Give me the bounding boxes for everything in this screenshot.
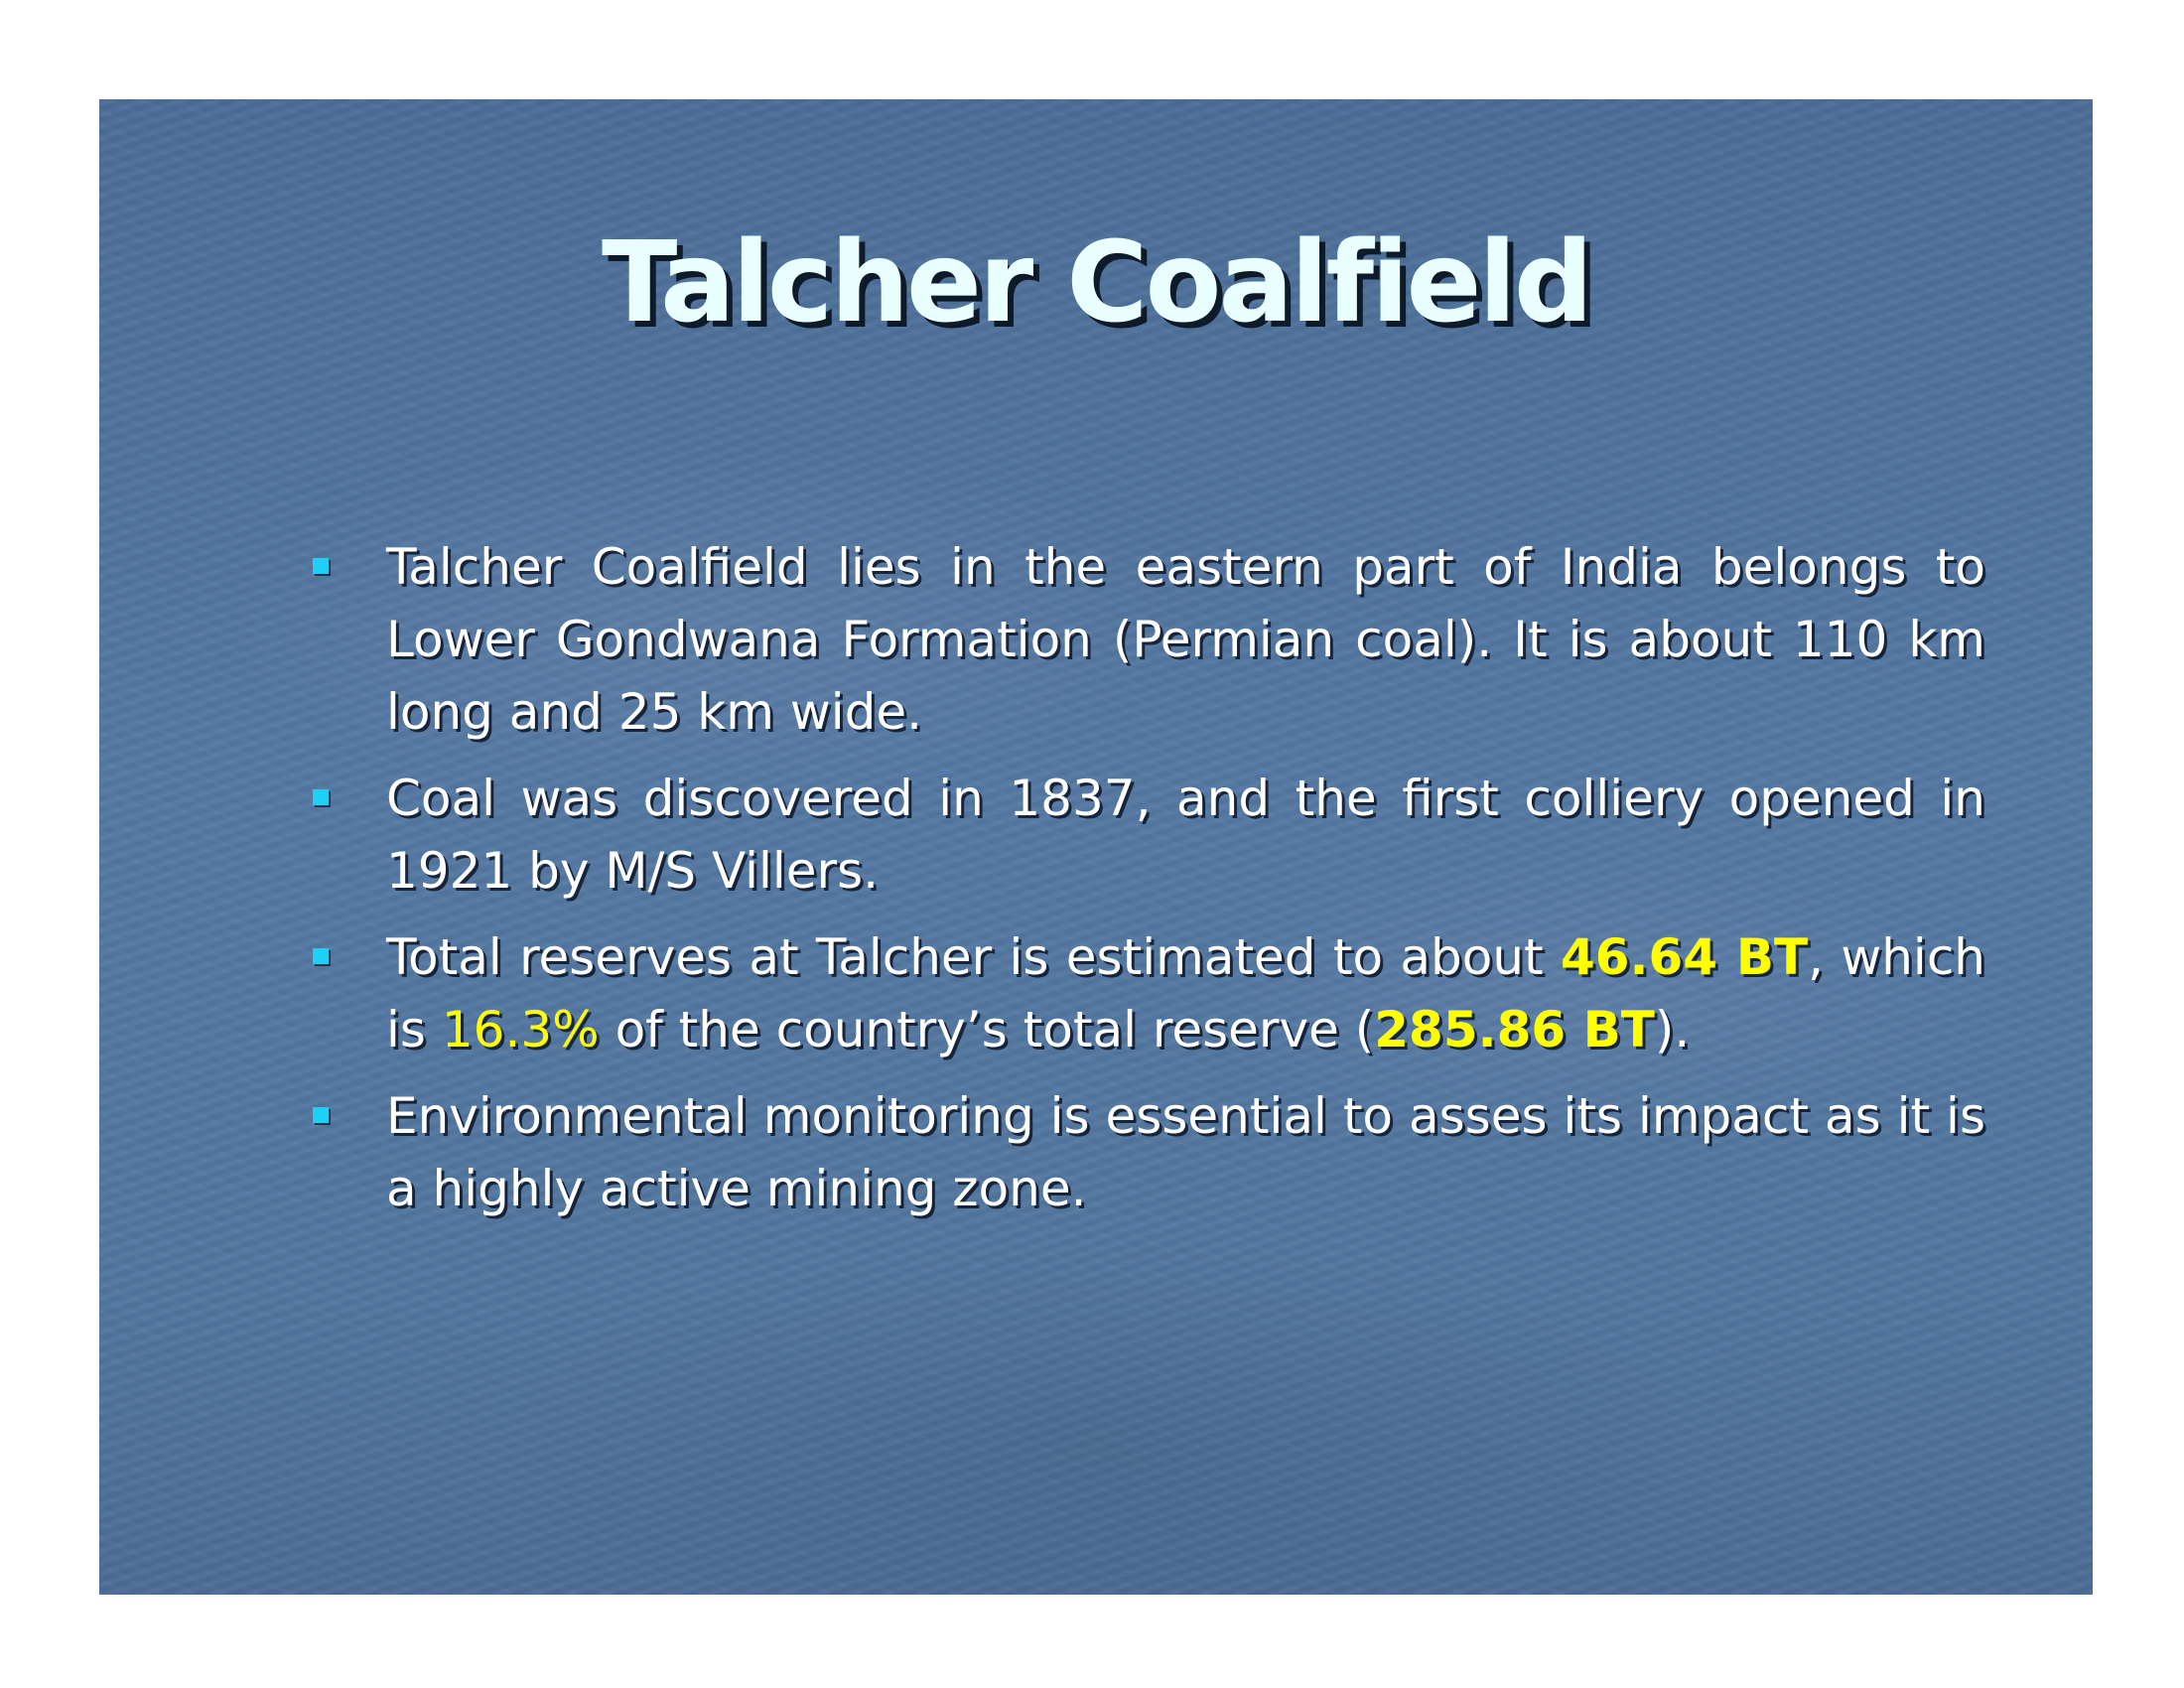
bullet-item-discovery: Coal was discovered in 1837, and the fir… — [313, 763, 1985, 908]
square-bullet-icon — [313, 789, 329, 805]
square-bullet-icon — [313, 558, 329, 574]
bullet-text: , which is — [386, 928, 1985, 1058]
bullet-text: Coal was discovered in 1837, and the fir… — [386, 770, 1985, 900]
bullet-text: Total reserves at Talcher is estimated t… — [386, 928, 1561, 986]
bullet-text: Talcher Coalfield lies in the eastern pa… — [386, 538, 1985, 741]
bullet-text: ). — [1654, 1001, 1691, 1058]
reserve-value: 46.64 BT — [1560, 928, 1809, 986]
square-bullet-icon — [313, 1107, 329, 1123]
share-value: 16.3% — [441, 1001, 600, 1058]
bullet-item-reserves: Total reserves at Talcher is estimated t… — [313, 921, 1985, 1066]
square-bullet-icon — [313, 948, 329, 964]
total-reserve-value: 285.86 BT — [1374, 1001, 1655, 1058]
slide-title: Talcher Coalfield — [602, 218, 1593, 348]
bullet-item-monitoring: Environmental monitoring is essential to… — [313, 1080, 1985, 1225]
bullet-text: Environmental monitoring is essential to… — [386, 1087, 1985, 1217]
bullet-text: of the country’s total reserve ( — [599, 1001, 1375, 1058]
slide: Talcher Coalfield Talcher Coalfield lies… — [99, 99, 2093, 1595]
bullet-list: Talcher Coalfield lies in the eastern pa… — [313, 531, 1985, 1239]
bullet-item-location: Talcher Coalfield lies in the eastern pa… — [313, 531, 1985, 749]
